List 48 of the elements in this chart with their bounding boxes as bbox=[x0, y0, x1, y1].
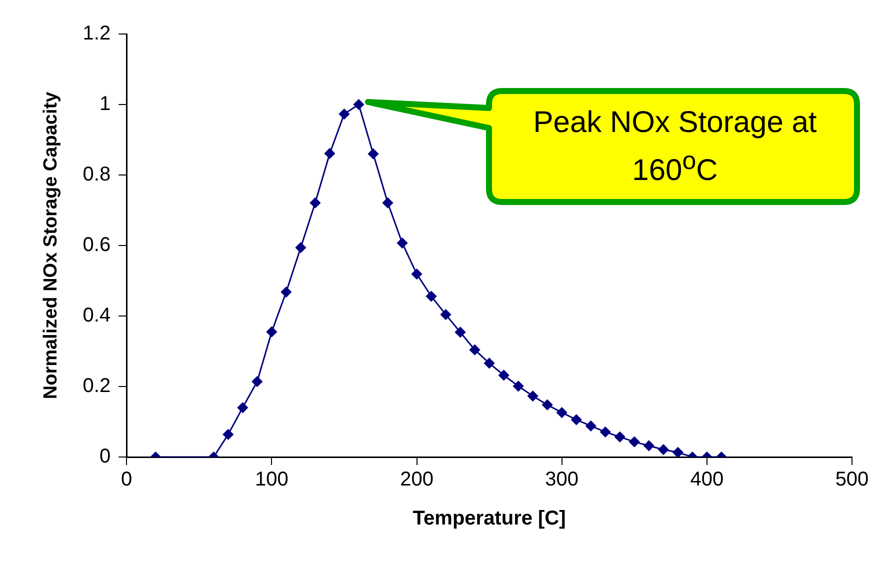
y-tick-label: 0.6 bbox=[82, 234, 111, 256]
y-tick-label: 0.2 bbox=[82, 375, 111, 398]
point bbox=[252, 376, 262, 387]
point bbox=[397, 238, 408, 248]
point bbox=[513, 380, 524, 392]
point bbox=[614, 432, 626, 442]
point bbox=[338, 108, 350, 120]
point bbox=[382, 198, 393, 208]
point bbox=[556, 407, 568, 418]
point bbox=[353, 99, 364, 110]
point bbox=[658, 444, 669, 455]
point bbox=[672, 447, 684, 457]
point bbox=[484, 358, 495, 368]
point bbox=[237, 402, 248, 413]
x-tick-label: 200 bbox=[400, 468, 434, 491]
y-tick-label: 0.8 bbox=[82, 164, 111, 186]
y-tick-label: 1 bbox=[99, 93, 111, 116]
point bbox=[470, 344, 480, 356]
x-tick-label: 100 bbox=[254, 468, 288, 491]
x-tick-label: 0 bbox=[121, 468, 132, 491]
x-tick-label: 300 bbox=[545, 468, 579, 491]
point bbox=[412, 268, 422, 280]
point bbox=[295, 242, 306, 253]
point bbox=[498, 370, 510, 380]
point bbox=[586, 420, 596, 432]
point bbox=[600, 426, 611, 438]
annotation: Peak NOx Storage at 160$^{o}$C bbox=[532, 105, 818, 189]
point bbox=[542, 400, 553, 410]
x-tick-label: 500 bbox=[835, 468, 869, 491]
point bbox=[280, 286, 292, 298]
point bbox=[455, 326, 466, 338]
point bbox=[644, 440, 654, 451]
point bbox=[222, 429, 234, 440]
point bbox=[426, 291, 437, 302]
x-axis-title: Temperature [C] bbox=[412, 508, 566, 530]
point bbox=[368, 148, 378, 160]
point bbox=[571, 414, 582, 425]
point bbox=[528, 390, 538, 402]
point bbox=[324, 148, 335, 159]
x-tick-label: 400 bbox=[690, 468, 724, 491]
y-tick-label: 0 bbox=[99, 446, 111, 468]
point bbox=[266, 326, 277, 338]
point bbox=[629, 436, 640, 448]
point bbox=[440, 309, 452, 320]
y-axis-title: Normalized NOx Storage Capacity bbox=[40, 91, 62, 400]
y-tick-label: 0.4 bbox=[82, 304, 111, 327]
point bbox=[310, 198, 320, 208]
y-tick-label: 1.2 bbox=[82, 22, 111, 45]
